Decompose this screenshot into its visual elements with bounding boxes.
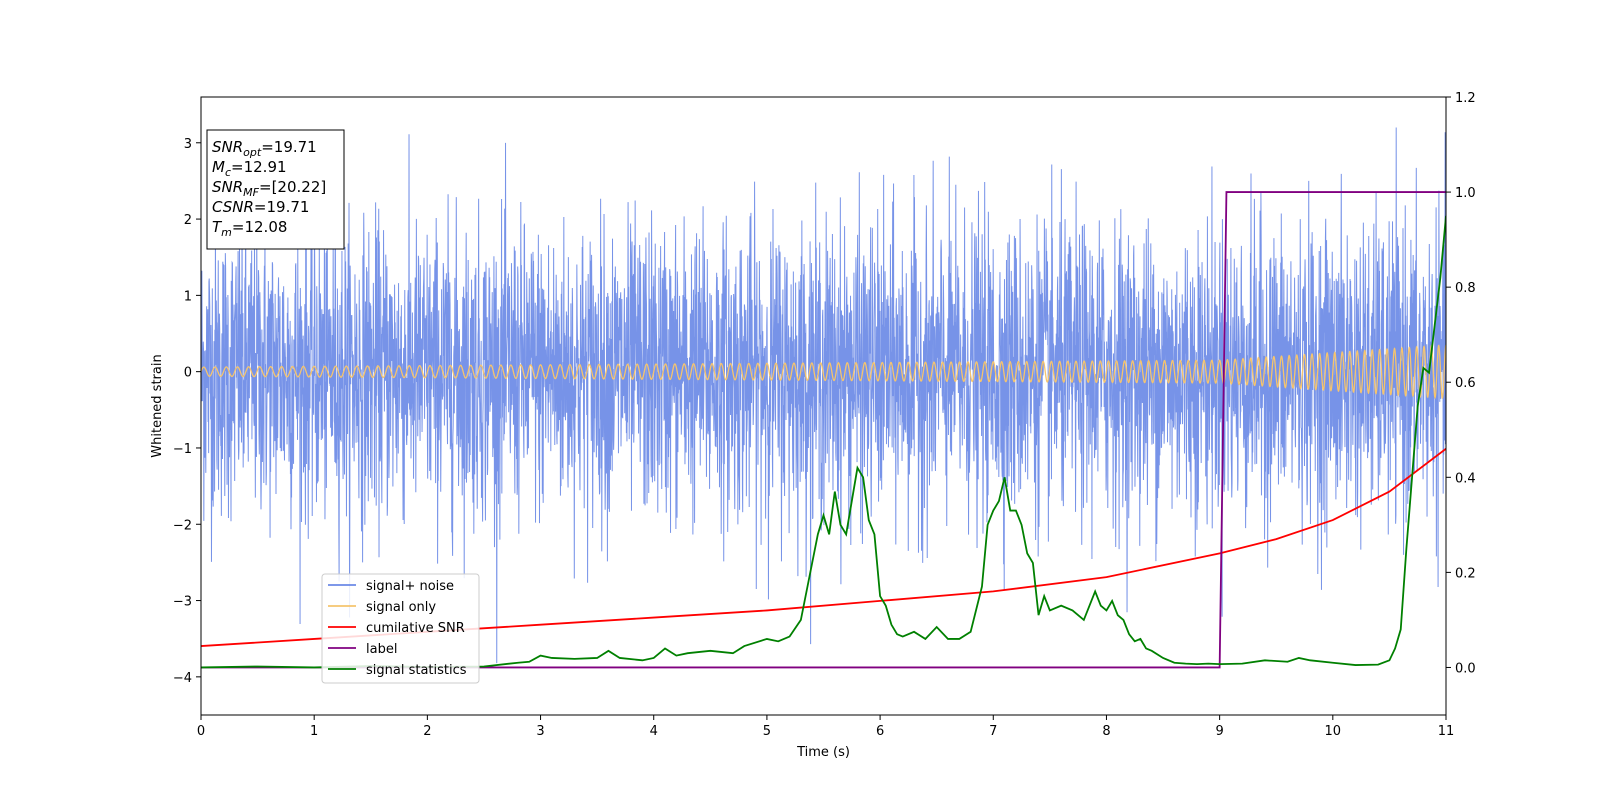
x-axis-label: Time (s): [796, 745, 850, 760]
y-tick-label: −3: [173, 595, 192, 610]
series-label: [201, 191, 1446, 669]
y-tick-label: 2: [184, 213, 192, 228]
legend-entry: signal statistics: [366, 663, 467, 678]
y2-tick-label: 0.6: [1455, 376, 1476, 391]
y2-tick-label: 0.4: [1455, 471, 1476, 486]
legend-frame: [321, 573, 480, 684]
info-line: SNRopt=19.71: [212, 138, 317, 159]
y2-tick-label: 0.0: [1455, 661, 1476, 676]
x-tick-label: 11: [1438, 724, 1455, 739]
info-line: Mc=12.91: [212, 158, 287, 179]
info-box-frame: [206, 129, 345, 250]
y-tick-label: −1: [173, 442, 192, 457]
x-tick-label: 0: [197, 724, 205, 739]
y2-tick-label: 1.2: [1455, 91, 1476, 106]
info-line: Tm=12.08: [212, 218, 287, 239]
info-box: SNRopt=19.71Mc=12.91SNRMF=[20.22]CSNR=19…: [206, 129, 345, 250]
legend-entry: signal only: [366, 600, 436, 615]
y-tick-label: −4: [173, 671, 192, 686]
y-tick-label: −2: [173, 518, 192, 533]
x-tick-label: 10: [1325, 724, 1342, 739]
y2-tick-label: 1.0: [1455, 186, 1476, 201]
x-tick-label: 5: [763, 724, 771, 739]
series-signal-only: [201, 344, 1446, 400]
x-tick-label: 9: [1215, 724, 1223, 739]
x-tick-label: 1: [310, 724, 318, 739]
legend: signal+ noise signal only cumilative SNR la…: [321, 573, 480, 684]
x-tick-label: 6: [876, 724, 884, 739]
legend-entry: cumilative SNR: [366, 621, 465, 636]
y-tick-label: 1: [184, 289, 192, 304]
y2-tick-label: 0.2: [1455, 566, 1476, 581]
y-tick-label: 3: [184, 137, 192, 152]
info-line: CSNR=19.71: [212, 198, 309, 216]
y-axis-label: Whitened strain: [150, 354, 165, 457]
plot-frame: [200, 96, 1447, 716]
x-tick-label: 7: [989, 724, 997, 739]
legend-entry: signal+ noise: [366, 579, 454, 594]
x-tick-label: 4: [650, 724, 658, 739]
x-tick-label: 3: [536, 724, 544, 739]
legend-entry: label: [366, 642, 397, 657]
y-tick-label: 0: [184, 366, 192, 381]
info-line: SNRMF=[20.22]: [212, 178, 326, 199]
series-signal-statistics: [201, 215, 1446, 669]
x-tick-label: 8: [1102, 724, 1110, 739]
y2-tick-label: 0.8: [1455, 281, 1476, 296]
series-signal-noise: [201, 127, 1446, 664]
x-tick-label: 2: [423, 724, 431, 739]
